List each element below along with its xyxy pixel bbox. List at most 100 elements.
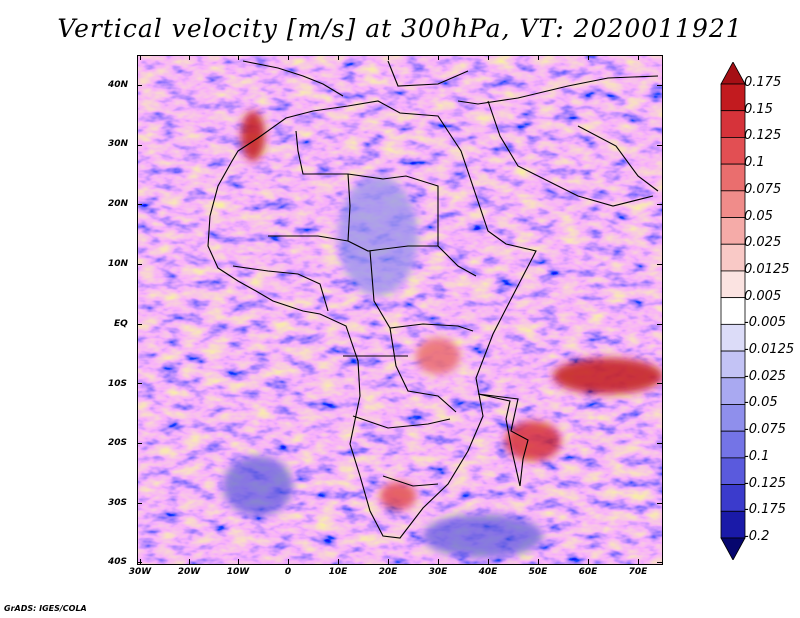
colorbar-cell (720, 484, 746, 512)
lon-tick (538, 559, 539, 564)
colorbar-cell (720, 323, 746, 352)
colorbar-cell (720, 510, 746, 539)
lon-tick (189, 559, 190, 564)
colorbar-label: -0.1 (744, 448, 770, 464)
colorbar (720, 62, 746, 560)
lon-tick (488, 55, 489, 60)
colorbar-label: 0.005 (744, 288, 782, 304)
lat-label-10n: 10N (108, 259, 129, 269)
lat-label-30s: 30S (108, 498, 128, 508)
lon-label-60e: 60E (578, 567, 598, 577)
lat-tick (657, 324, 662, 325)
colorbar-label: 0.025 (744, 235, 782, 251)
lon-tick (338, 559, 339, 564)
lat-tick (137, 324, 142, 325)
lat-tick (137, 443, 142, 444)
lat-label-40s: 40S (108, 557, 128, 567)
colorbar-cell (720, 110, 746, 138)
lon-tick (288, 559, 289, 564)
colorbar-cell (720, 297, 746, 325)
colorbar-cell (720, 243, 746, 272)
colorbar-cell (720, 377, 746, 405)
colorbar-label: -0.0125 (744, 342, 795, 358)
lat-tick (137, 85, 142, 86)
coastlines-and-borders (207, 60, 659, 539)
lon-label-10w: 10W (226, 567, 250, 577)
lon-tick (140, 55, 141, 60)
lat-tick (657, 503, 662, 504)
colorbar-cell (720, 350, 746, 379)
colorbar-cell (720, 190, 746, 218)
lat-tick (657, 264, 662, 265)
lat-tick (657, 562, 662, 563)
lon-label-70e: 70E (628, 567, 648, 577)
lon-label-20w: 20W (177, 567, 201, 577)
map-title: Vertical velocity [m/s] at 300hPa, VT: 2… (57, 14, 743, 43)
lon-tick (238, 55, 239, 60)
colorbar-cell (720, 457, 746, 485)
lat-tick (137, 145, 142, 146)
colorbar-label: 0.15 (744, 101, 773, 117)
lat-label-30n: 30N (108, 139, 129, 149)
colorbar-cell (720, 270, 746, 299)
colorbar-label: -0.2 (744, 529, 770, 544)
colorbar-label: -0.005 (744, 315, 786, 331)
lon-tick (388, 55, 389, 60)
lon-tick (189, 55, 190, 60)
lat-tick (137, 562, 142, 563)
colorbar-cell (720, 137, 746, 165)
lon-tick (288, 55, 289, 60)
colorbar-label: 0.125 (744, 128, 782, 144)
colorbar-cell (720, 404, 746, 432)
lon-label-50e: 50E (528, 567, 548, 577)
lat-tick (657, 383, 662, 384)
colorbar-cell (720, 217, 746, 245)
lon-label-0: 0 (284, 567, 292, 577)
lon-tick (338, 55, 339, 60)
lat-label-10s: 10S (108, 379, 128, 389)
colorbar-label: 0.0125 (744, 261, 790, 277)
lat-label-20s: 20S (108, 438, 128, 448)
colorbar-cell (720, 163, 746, 192)
lat-tick (657, 85, 662, 86)
grads-credit: GrADS: IGES/COLA (4, 604, 87, 613)
colorbar-label: 0.1 (744, 155, 765, 171)
lon-tick (438, 559, 439, 564)
lon-tick (438, 55, 439, 60)
lat-tick (137, 204, 142, 205)
colorbar-label: -0.125 (744, 475, 786, 491)
lon-tick (638, 559, 639, 564)
colorbar-min-triangle (720, 537, 746, 560)
colorbar-label: -0.05 (744, 395, 778, 411)
lat-tick (657, 443, 662, 444)
colorbar-label: -0.175 (744, 502, 786, 518)
colorbar-label: 0.075 (744, 181, 782, 197)
lat-tick (137, 503, 142, 504)
lat-label-20n: 20N (108, 199, 129, 209)
lat-tick (657, 204, 662, 205)
lon-tick (538, 55, 539, 60)
vertical-velocity-field (138, 56, 662, 564)
colorbar-cell (720, 430, 746, 459)
colorbar-label: -0.025 (744, 368, 786, 384)
lat-tick (137, 264, 142, 265)
colorbar-label: 0.175 (744, 75, 782, 90)
lat-tick (657, 145, 662, 146)
lon-label-10e: 10E (328, 567, 348, 577)
lat-label-eq: EQ (114, 319, 128, 329)
colorbar-cell (720, 83, 746, 112)
colorbar-label: 0.05 (744, 208, 773, 224)
lon-label-20e: 20E (378, 567, 398, 577)
lon-tick (638, 55, 639, 60)
lat-tick (137, 383, 142, 384)
map-panel (137, 55, 663, 565)
colorbar-label: -0.075 (744, 422, 786, 438)
lon-tick (488, 559, 489, 564)
lon-tick (388, 559, 389, 564)
lon-label-30w: 30W (128, 567, 152, 577)
colorbar-max-triangle (720, 62, 746, 85)
lat-label-40n: 40N (108, 80, 129, 90)
lon-tick (238, 559, 239, 564)
lon-tick (140, 559, 141, 564)
lon-label-30e: 30E (428, 567, 448, 577)
